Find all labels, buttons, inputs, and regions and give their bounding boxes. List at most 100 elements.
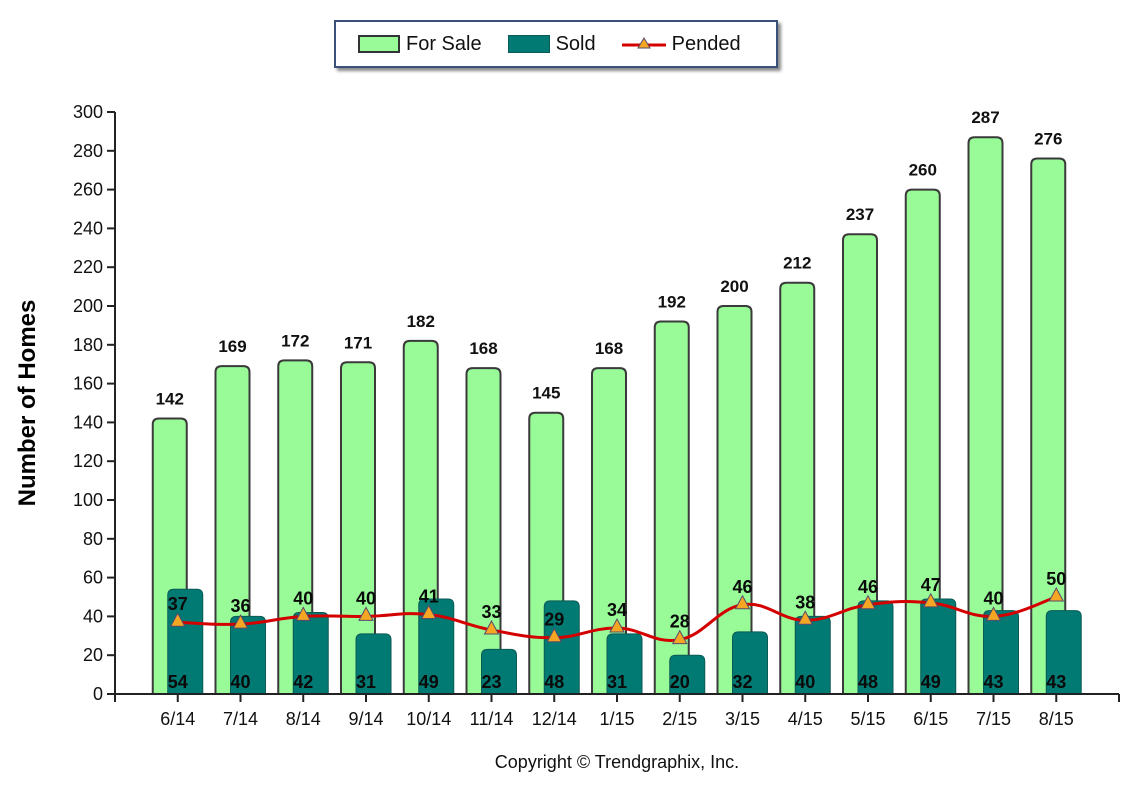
sold-value-label: 31 xyxy=(607,672,627,692)
sold-value-label: 20 xyxy=(670,672,690,692)
x-tick-label: 11/14 xyxy=(470,709,514,729)
pended-marker xyxy=(609,617,625,633)
y-tick-label: 0 xyxy=(93,684,103,704)
pended-line xyxy=(177,595,1057,643)
for-sale-value-label: 171 xyxy=(344,333,372,352)
sold-value-label: 40 xyxy=(230,672,250,692)
for-sale-swatch xyxy=(358,35,400,53)
for-sale-bar xyxy=(1030,157,1067,695)
y-tick-label: 280 xyxy=(73,141,103,161)
x-tick-label: 7/14 xyxy=(223,709,258,729)
x-tick-label: 7/15 xyxy=(976,709,1011,729)
x-tick-label: 4/15 xyxy=(788,709,823,729)
x-tick-label: 6/14 xyxy=(160,709,195,729)
y-tick-label: 300 xyxy=(73,102,103,122)
y-tick-label: 40 xyxy=(83,606,103,626)
x-tick-label: 8/15 xyxy=(1039,709,1074,729)
x-tick-label: 12/14 xyxy=(532,709,577,729)
for-sale-value-label: 260 xyxy=(909,161,937,180)
for-sale-value-label: 142 xyxy=(156,390,184,409)
for-sale-bar xyxy=(967,136,1004,695)
pended-value-label: 40 xyxy=(293,588,313,608)
pended-marker xyxy=(232,614,249,629)
y-tick-label: 240 xyxy=(73,218,103,238)
for-sale-value-label: 200 xyxy=(720,277,748,296)
pended-line-swatch xyxy=(621,37,666,49)
pended-value-label: 37 xyxy=(168,594,188,614)
pended-value-label: 29 xyxy=(544,610,564,630)
sold-value-label: 32 xyxy=(732,672,752,692)
pended-marker xyxy=(483,619,500,635)
pended-value-label: 28 xyxy=(670,612,690,632)
for-sale-value-label: 145 xyxy=(532,384,560,403)
pended-marker xyxy=(1048,586,1065,602)
for-sale-bar xyxy=(842,233,878,695)
pended-value-label: 40 xyxy=(356,588,376,608)
pended-marker xyxy=(922,592,939,608)
pended-value-label: 33 xyxy=(481,602,501,622)
legend-item-sold: Sold xyxy=(507,32,596,56)
pended-value-label: 38 xyxy=(795,592,815,612)
pended-value-label: 46 xyxy=(858,577,878,597)
sold-bar xyxy=(418,598,455,695)
sold-value-label: 40 xyxy=(795,672,815,692)
data-labels: 142 169 172 171 182 168 145 168 192 200 212 237 260 2… xyxy=(156,108,1067,692)
sold-bar xyxy=(606,633,643,695)
x-tick-label: 3/15 xyxy=(725,709,760,729)
for-sale-value-label: 169 xyxy=(218,337,246,356)
pended-marker xyxy=(797,610,814,625)
x-tick-label: 6/15 xyxy=(913,709,948,729)
x-tick-label: 5/15 xyxy=(850,709,885,729)
for-sale-value-label: 172 xyxy=(281,331,309,350)
pended-marker xyxy=(860,594,876,610)
pended-value-label: 36 xyxy=(230,596,250,616)
y-tick-label: 260 xyxy=(73,180,103,200)
pended-value-label: 41 xyxy=(419,586,439,606)
sold-value-label: 23 xyxy=(481,672,501,692)
sold-bar xyxy=(732,631,768,695)
x-tick-label: 1/15 xyxy=(599,709,634,729)
for-sale-bar xyxy=(214,365,251,695)
pended-series xyxy=(169,586,1065,645)
x-tick-label: 2/15 xyxy=(662,709,697,729)
pended-marker xyxy=(295,606,312,621)
pended-marker xyxy=(734,594,751,610)
sold-bar xyxy=(983,610,1019,695)
x-tick-label: 10/14 xyxy=(406,709,451,729)
sold-value-label: 42 xyxy=(293,672,313,692)
sold-bar xyxy=(543,600,580,695)
pended-marker xyxy=(671,629,688,645)
for-sale-bar xyxy=(653,320,690,695)
pended-value-label: 40 xyxy=(983,588,1003,608)
legend-label-sold: Sold xyxy=(555,32,596,55)
pended-marker xyxy=(169,612,186,627)
y-tick-label: 120 xyxy=(73,451,103,471)
y-tick-label: 160 xyxy=(73,374,103,394)
copyright-footer: Copyright © Trendgraphix, Inc. xyxy=(495,752,739,772)
legend-item-for-sale: For Sale xyxy=(358,33,482,56)
for-sale-value-label: 276 xyxy=(1034,130,1062,149)
sold-bar xyxy=(1045,610,1082,695)
pended-marker xyxy=(985,606,1002,621)
pended-marker xyxy=(358,606,374,621)
y-tick-label: 80 xyxy=(83,529,103,549)
pended-value-label: 34 xyxy=(607,600,627,620)
sold-bar xyxy=(355,633,392,695)
pended-value-label: 46 xyxy=(732,577,752,597)
for-sale-bar xyxy=(465,367,502,695)
sold-bar xyxy=(481,648,517,695)
sold-value-label: 49 xyxy=(921,672,941,692)
for-sale-value-label: 168 xyxy=(595,339,623,358)
for-sale-bar xyxy=(591,367,627,695)
y-tick-label: 60 xyxy=(83,568,103,588)
for-sale-value-label: 212 xyxy=(783,254,811,273)
axes: 0 20 40 60 80 100 120 140 160 180 200 220 240 260 280 3… xyxy=(73,102,1120,729)
sold-bar xyxy=(857,600,894,695)
for-sale-value-label: 168 xyxy=(469,339,497,358)
sold-value-label: 43 xyxy=(1046,672,1066,692)
x-tick-label: 8/14 xyxy=(286,709,321,729)
pended-value-label: 47 xyxy=(921,575,941,595)
x-tick-label: 9/14 xyxy=(348,709,383,729)
sold-value-label: 48 xyxy=(858,672,878,692)
